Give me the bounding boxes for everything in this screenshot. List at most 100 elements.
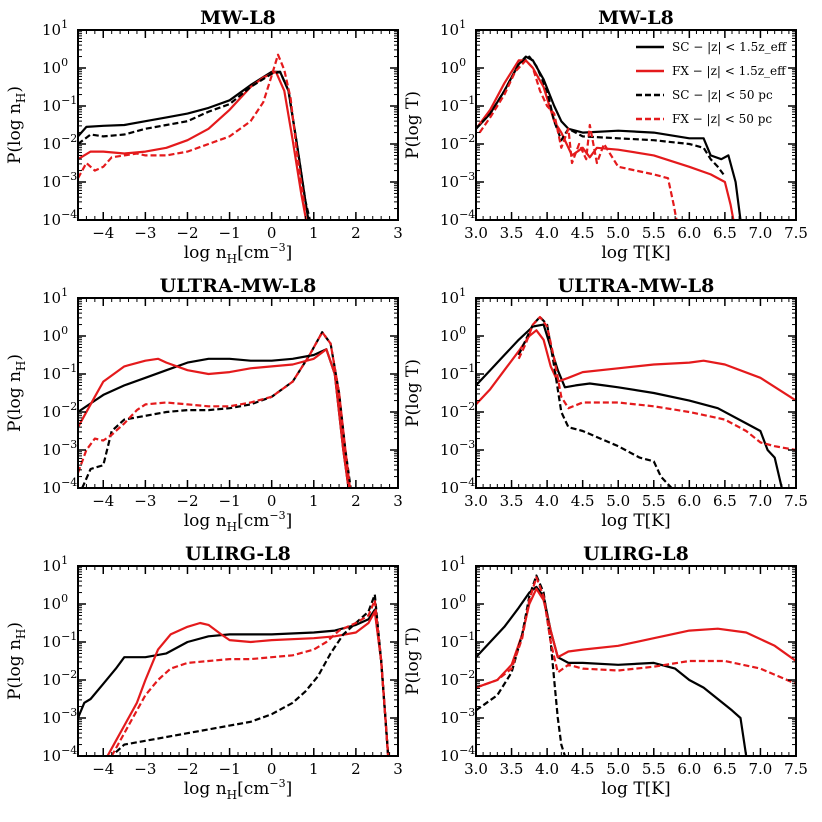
y-tick-label-base: 10 xyxy=(42,211,61,229)
y-axis-label-close: ) xyxy=(5,354,25,361)
x-tick-label: 6.0 xyxy=(677,492,701,510)
x-tick-label: 3.5 xyxy=(500,492,524,510)
y-tick-label: 101 xyxy=(440,286,466,307)
series-group xyxy=(476,574,796,756)
y-tick-label-exponent: −2 xyxy=(61,132,77,145)
y-tick-label-exponent: 0 xyxy=(61,592,68,605)
panel-title: MW-L8 xyxy=(200,7,276,29)
series-line-1 xyxy=(476,59,735,220)
x-axis-label: log nH[cm−3] xyxy=(184,777,293,802)
x-tick-label: 5.5 xyxy=(642,492,666,510)
y-tick-label-exponent: −1 xyxy=(459,94,475,107)
y-tick-label-base: 10 xyxy=(42,21,61,39)
y-tick-label-base: 10 xyxy=(440,289,459,307)
series-group xyxy=(78,593,390,756)
series-line-3 xyxy=(476,576,796,689)
x-tick-label: 1 xyxy=(309,760,319,778)
axes-frame xyxy=(77,565,399,757)
y-tick-label: 10−4 xyxy=(440,208,475,229)
series-line-1 xyxy=(78,348,350,488)
series-line-3 xyxy=(78,331,352,488)
y-tick-label: 10−2 xyxy=(440,132,475,153)
y-tick-label-base: 10 xyxy=(440,441,459,459)
x-axis-label-quantity: log n xyxy=(184,779,227,799)
x-tick-label: 0 xyxy=(267,492,277,510)
panel-2: ULTRA-MW-L8−4 −3 −2 −1 0 1 2 310−410−310−210−11… xyxy=(5,275,403,534)
y-axis-label-close: ) xyxy=(5,622,25,629)
x-tick-label: −1 xyxy=(219,760,241,778)
y-tick-label: 10−2 xyxy=(440,668,475,689)
series-group xyxy=(476,315,796,488)
panel-0: MW-L8−4 −3 −2 −1 0 1 2 310−410−310−210−1100101l… xyxy=(5,7,403,266)
y-tick-label: 10−3 xyxy=(42,706,77,727)
y-tick-label-exponent: −3 xyxy=(61,438,77,451)
series-line-3 xyxy=(110,599,390,756)
y-tick-label-base: 10 xyxy=(42,479,61,497)
x-tick-label: 7.0 xyxy=(749,224,773,242)
y-tick-label-exponent: −1 xyxy=(459,362,475,375)
x-tick-label: 0 xyxy=(267,224,277,242)
y-tick-label-exponent: 0 xyxy=(459,592,466,605)
legend-label-fx-zeff: FX − |z| < 1.5z_eff xyxy=(672,64,787,78)
series-line-2 xyxy=(476,55,725,176)
series-line-1 xyxy=(78,70,308,220)
legend-label-sc-50pc: SC − |z| < 50 pc xyxy=(672,88,773,102)
panel-title: ULTRA-MW-L8 xyxy=(160,275,317,297)
y-tick-label: 10−4 xyxy=(440,744,475,765)
y-tick-label-base: 10 xyxy=(42,173,61,191)
y-tick-label: 101 xyxy=(42,554,68,575)
y-tick-label-exponent: −3 xyxy=(61,170,77,183)
series-line-1 xyxy=(106,610,390,756)
y-tick-label-base: 10 xyxy=(42,671,61,689)
series-group xyxy=(78,331,352,488)
y-tick-label-exponent: −4 xyxy=(459,744,475,757)
x-tick-label: −3 xyxy=(134,760,156,778)
x-tick-label: 4.5 xyxy=(571,492,595,510)
series-group xyxy=(78,53,312,220)
x-tick-label: −3 xyxy=(134,492,156,510)
y-tick-label: 10−1 xyxy=(42,94,77,115)
y-tick-label-exponent: −2 xyxy=(61,400,77,413)
series-line-2 xyxy=(115,593,390,756)
panel-1: MW-L83.0 3.5 4.0 4.5 5.0 5.5 6.0 6.5 7.0 7.510−41… xyxy=(403,7,808,263)
y-tick-label: 100 xyxy=(440,324,466,345)
y-tick-label: 100 xyxy=(440,592,466,613)
axes-frame xyxy=(475,297,797,489)
series-line-0 xyxy=(476,585,748,756)
y-axis-label-subscript: H xyxy=(14,629,28,639)
y-axis-label: P(log nH) xyxy=(5,86,28,164)
x-tick-label: 4.0 xyxy=(535,760,559,778)
x-axis-label-subscript: H xyxy=(227,520,237,534)
x-tick-label: 5.0 xyxy=(606,760,630,778)
y-tick-label-exponent: 0 xyxy=(459,324,466,337)
x-tick-label: −2 xyxy=(176,760,198,778)
y-axis-label-quantity: P(log n xyxy=(5,371,25,432)
y-tick-label: 10−4 xyxy=(42,476,77,497)
y-tick-label-exponent: −3 xyxy=(459,706,475,719)
x-axis-label-close: ] xyxy=(286,779,293,799)
y-tick-label-exponent: −3 xyxy=(459,170,475,183)
panel-3: ULTRA-MW-L8 3.0 3.5 4.0 4.5 5.0 5.5 6.0 6.5 7.0 7.… xyxy=(403,275,808,531)
x-tick-label: −2 xyxy=(176,492,198,510)
y-tick-label-exponent: −4 xyxy=(61,208,77,221)
x-axis-label-unit: [cm xyxy=(237,779,269,799)
panels: MW-L8−4 −3 −2 −1 0 1 2 310−410−310−210−1100101l… xyxy=(5,7,808,802)
x-axis-label-exponent: −3 xyxy=(269,509,285,522)
x-tick-label: 5.5 xyxy=(642,224,666,242)
x-axis-label: log nH[cm−3] xyxy=(184,509,293,534)
y-tick-label-base: 10 xyxy=(42,97,61,115)
y-tick-label: 10−3 xyxy=(440,438,475,459)
y-tick-label: 101 xyxy=(440,554,466,575)
y-tick-label: 10−3 xyxy=(42,170,77,191)
x-tick-label: 7.5 xyxy=(784,492,808,510)
y-tick-label: 100 xyxy=(42,56,68,77)
x-tick-label: 2 xyxy=(351,492,361,510)
axes-frame xyxy=(475,565,797,757)
x-tick-label: 5.0 xyxy=(606,224,630,242)
panel-5: ULIRG-L83.0 3.5 4.0 4.5 5.0 5.5 6.0 6.5 7.0 7.510… xyxy=(403,543,808,799)
x-tick-label: 3 xyxy=(393,224,403,242)
series-line-0 xyxy=(476,323,783,488)
y-tick-label-exponent: −3 xyxy=(459,438,475,451)
x-axis-label-exponent: −3 xyxy=(269,777,285,790)
